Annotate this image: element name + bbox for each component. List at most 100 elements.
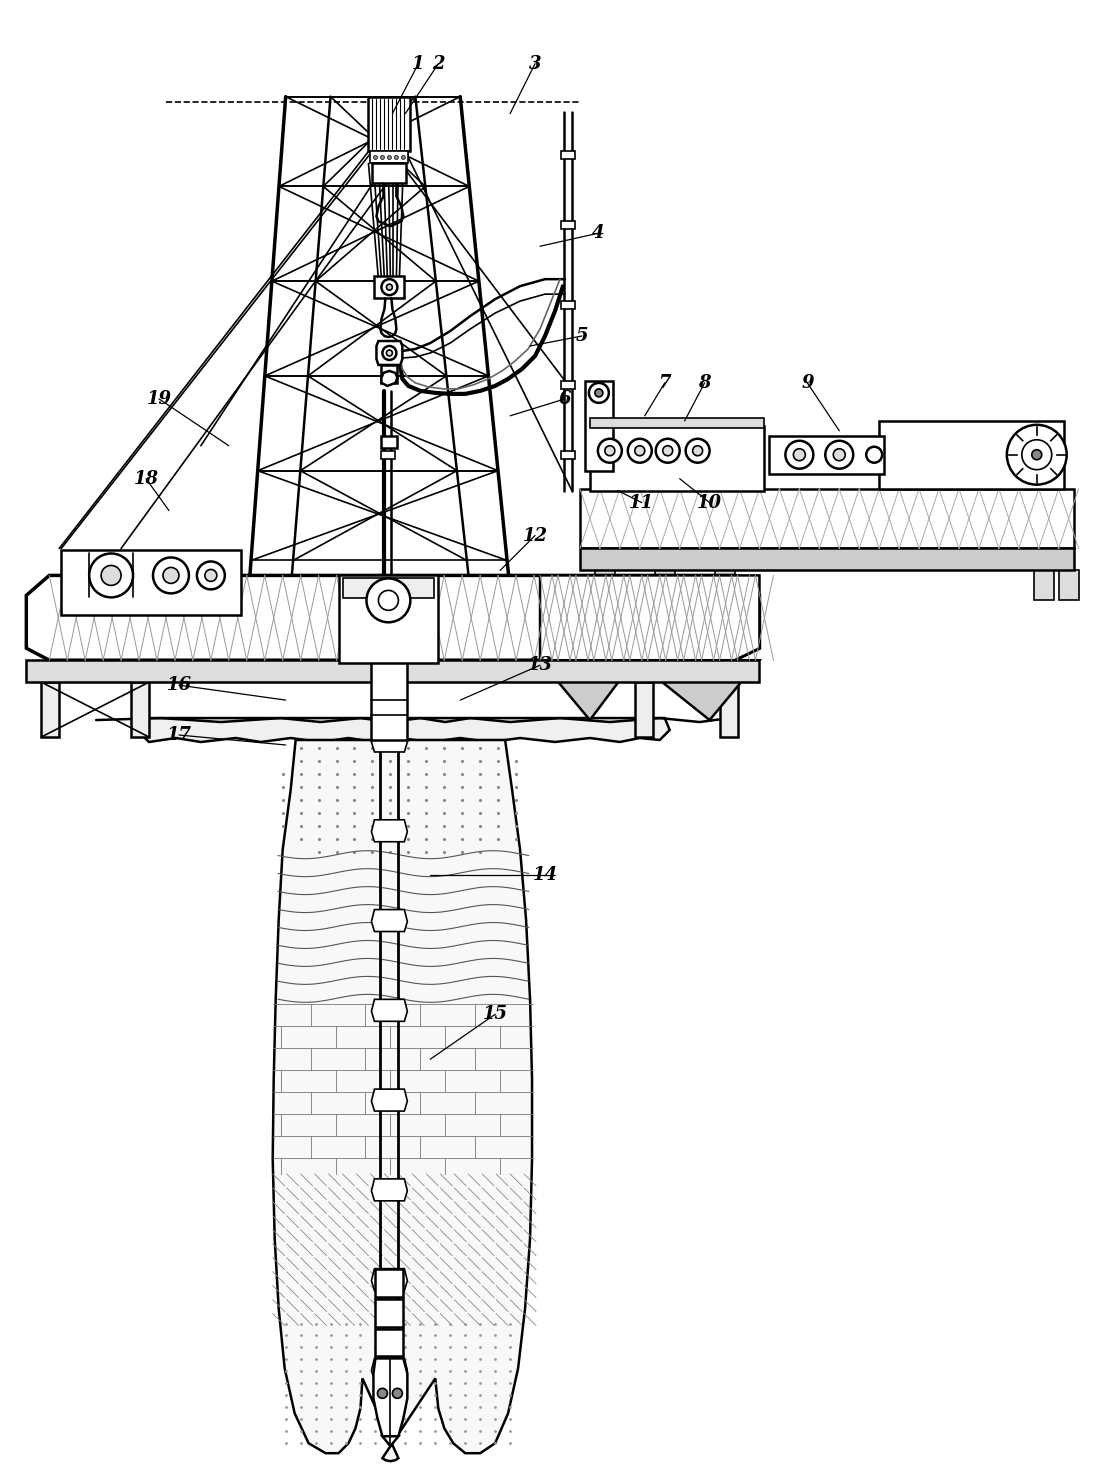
Text: 7: 7 — [658, 373, 671, 391]
Polygon shape — [635, 659, 759, 720]
Bar — [373, 163, 407, 184]
Circle shape — [101, 566, 121, 585]
Polygon shape — [540, 575, 759, 659]
Text: 9: 9 — [801, 373, 813, 391]
Polygon shape — [371, 640, 408, 662]
Circle shape — [825, 440, 853, 468]
Polygon shape — [580, 489, 1074, 548]
Polygon shape — [371, 731, 408, 751]
Circle shape — [663, 446, 673, 456]
Polygon shape — [377, 341, 402, 365]
Bar — [635, 682, 653, 737]
Polygon shape — [371, 1178, 408, 1200]
Circle shape — [89, 553, 133, 597]
Circle shape — [387, 285, 392, 290]
Circle shape — [197, 562, 225, 590]
Polygon shape — [371, 1089, 408, 1112]
Circle shape — [381, 279, 398, 295]
Circle shape — [374, 156, 377, 160]
Bar — [595, 571, 614, 600]
Circle shape — [1022, 440, 1052, 470]
Text: 14: 14 — [533, 865, 557, 883]
Polygon shape — [374, 1359, 408, 1443]
Text: 3: 3 — [529, 55, 542, 73]
Bar — [560, 301, 575, 310]
Circle shape — [604, 446, 614, 456]
Text: 13: 13 — [528, 657, 553, 674]
Circle shape — [395, 156, 398, 160]
Circle shape — [595, 388, 603, 397]
Bar — [769, 436, 885, 474]
Text: 18: 18 — [133, 470, 158, 488]
Circle shape — [163, 568, 179, 584]
Bar — [590, 425, 765, 491]
Bar — [714, 571, 734, 600]
Circle shape — [589, 382, 609, 403]
Circle shape — [388, 156, 391, 160]
Circle shape — [786, 440, 813, 468]
Bar — [375, 276, 404, 298]
Polygon shape — [371, 999, 408, 1021]
Text: 10: 10 — [697, 494, 722, 511]
Polygon shape — [381, 370, 398, 385]
Bar — [26, 659, 759, 682]
Bar — [560, 381, 575, 388]
Bar — [371, 659, 408, 740]
Circle shape — [635, 446, 645, 456]
Bar — [720, 682, 737, 737]
Bar — [338, 575, 439, 664]
Bar — [381, 451, 396, 459]
Bar — [376, 1269, 403, 1297]
Text: 16: 16 — [166, 676, 191, 694]
Bar — [580, 548, 1074, 571]
Circle shape — [153, 557, 189, 593]
Circle shape — [833, 449, 845, 461]
Circle shape — [380, 156, 385, 160]
Bar — [62, 550, 241, 615]
Circle shape — [598, 439, 622, 462]
Circle shape — [1007, 425, 1067, 485]
Bar — [42, 682, 59, 737]
Polygon shape — [540, 659, 635, 720]
Circle shape — [204, 569, 217, 581]
Text: 19: 19 — [146, 390, 171, 408]
Polygon shape — [371, 910, 408, 932]
Bar — [1058, 571, 1078, 600]
Polygon shape — [136, 719, 669, 742]
Polygon shape — [371, 1359, 408, 1380]
Circle shape — [866, 446, 882, 462]
Text: 6: 6 — [558, 390, 571, 408]
Circle shape — [692, 446, 702, 456]
Circle shape — [401, 156, 406, 160]
Text: 8: 8 — [698, 373, 711, 391]
Text: 2: 2 — [432, 55, 444, 73]
Polygon shape — [371, 820, 408, 842]
Circle shape — [793, 449, 806, 461]
Circle shape — [387, 350, 392, 356]
Bar — [590, 418, 765, 428]
Circle shape — [686, 439, 710, 462]
Bar — [381, 436, 398, 448]
Bar — [560, 451, 575, 459]
Text: 12: 12 — [522, 526, 547, 544]
Bar — [376, 1298, 403, 1326]
Text: 1: 1 — [412, 55, 424, 73]
Bar — [376, 1328, 403, 1356]
Bar — [585, 381, 613, 471]
Polygon shape — [273, 740, 532, 1461]
Circle shape — [377, 1389, 388, 1399]
Text: 11: 11 — [630, 494, 654, 511]
Polygon shape — [382, 1436, 398, 1446]
Circle shape — [366, 578, 410, 622]
Polygon shape — [26, 575, 759, 659]
Circle shape — [1032, 449, 1042, 459]
Text: 15: 15 — [482, 1005, 508, 1023]
Bar — [131, 682, 149, 737]
Circle shape — [382, 345, 397, 360]
Bar — [370, 151, 409, 163]
Text: 17: 17 — [166, 726, 191, 744]
Bar — [560, 221, 575, 230]
Circle shape — [392, 1389, 402, 1399]
Polygon shape — [371, 1269, 408, 1291]
Text: 4: 4 — [591, 224, 604, 242]
